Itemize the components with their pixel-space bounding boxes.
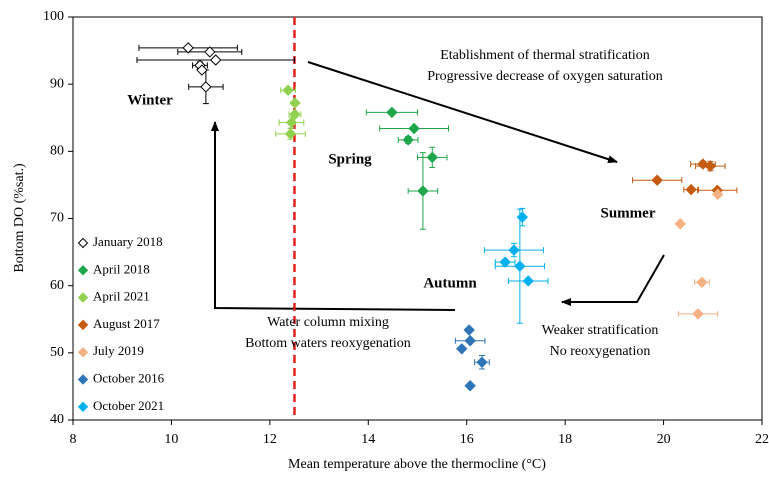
point xyxy=(508,244,520,256)
point xyxy=(285,116,298,129)
x-tick-label: 10 xyxy=(164,432,178,447)
legend-marker xyxy=(77,237,89,249)
legend-marker xyxy=(77,401,89,413)
point xyxy=(386,106,398,119)
point xyxy=(685,183,697,196)
point xyxy=(499,256,511,268)
point xyxy=(476,356,488,368)
point xyxy=(651,174,663,186)
point xyxy=(282,84,294,96)
point xyxy=(289,108,301,121)
point xyxy=(196,64,208,76)
annotation: Autumn xyxy=(423,275,477,291)
y-tick-label: 40 xyxy=(50,412,64,427)
legend-label: October 2016 xyxy=(93,370,165,385)
x-tick-label: 12 xyxy=(263,432,277,447)
arrow xyxy=(561,254,665,306)
x-tick-label: 22 xyxy=(755,432,769,447)
annotation: Summer xyxy=(601,205,656,221)
point xyxy=(408,122,420,135)
annotation: Etablishment of thermal stratification xyxy=(440,48,650,63)
y-tick-label: 80 xyxy=(50,144,64,159)
x-axis-label: Mean temperature above the thermocline (… xyxy=(288,457,546,472)
point xyxy=(514,260,526,272)
point xyxy=(696,276,708,289)
point xyxy=(204,46,216,58)
arrow xyxy=(307,61,618,164)
annotation: Winter xyxy=(127,92,173,108)
annotation: Bottom waters reoxygenation xyxy=(245,336,411,351)
point xyxy=(516,211,529,223)
point xyxy=(522,275,534,287)
legend-label: April 2021 xyxy=(93,289,150,304)
point xyxy=(210,54,222,66)
legend-marker xyxy=(77,265,89,276)
legend-label: August 2017 xyxy=(93,316,160,331)
legend-marker xyxy=(77,319,89,331)
point xyxy=(402,134,414,146)
y-tick-label: 90 xyxy=(50,76,64,91)
y-tick-label: 50 xyxy=(50,345,64,360)
legend-label: January 2018 xyxy=(93,234,163,249)
legend-label: April 2018 xyxy=(93,261,150,276)
y-axis-label: Bottom DO (%sat.) xyxy=(12,163,27,273)
point xyxy=(704,160,717,172)
arrow xyxy=(211,121,456,311)
x-tick-label: 20 xyxy=(657,432,671,447)
y-tick-label: 60 xyxy=(50,278,64,293)
point xyxy=(426,151,438,164)
legend-marker xyxy=(77,346,89,358)
x-tick-label: 16 xyxy=(460,432,474,447)
annotation: No reoxygenation xyxy=(550,344,651,359)
x-tick-label: 8 xyxy=(70,432,77,447)
point xyxy=(464,380,476,392)
point xyxy=(456,343,468,355)
y-tick-label: 100 xyxy=(43,9,64,24)
point xyxy=(463,324,475,336)
x-tick-label: 18 xyxy=(558,432,572,447)
annotation: Water column mixing xyxy=(267,315,389,330)
annotation: Spring xyxy=(328,151,372,167)
point xyxy=(692,308,704,320)
point xyxy=(674,218,687,230)
x-tick-label: 14 xyxy=(361,432,375,447)
point xyxy=(417,185,429,197)
legend-marker xyxy=(77,292,89,303)
point xyxy=(711,188,724,201)
point xyxy=(284,128,297,140)
point xyxy=(289,97,301,109)
legend-label: July 2019 xyxy=(93,343,144,358)
point xyxy=(200,81,212,93)
legend-marker xyxy=(77,374,89,385)
point xyxy=(697,158,709,170)
point xyxy=(182,42,194,54)
annotation: Weaker stratification xyxy=(542,323,659,338)
annotation: Progressive decrease of oxygen saturatio… xyxy=(427,69,663,84)
y-tick-label: 70 xyxy=(50,211,64,226)
legend-label: October 2021 xyxy=(93,398,164,413)
point xyxy=(464,335,476,347)
